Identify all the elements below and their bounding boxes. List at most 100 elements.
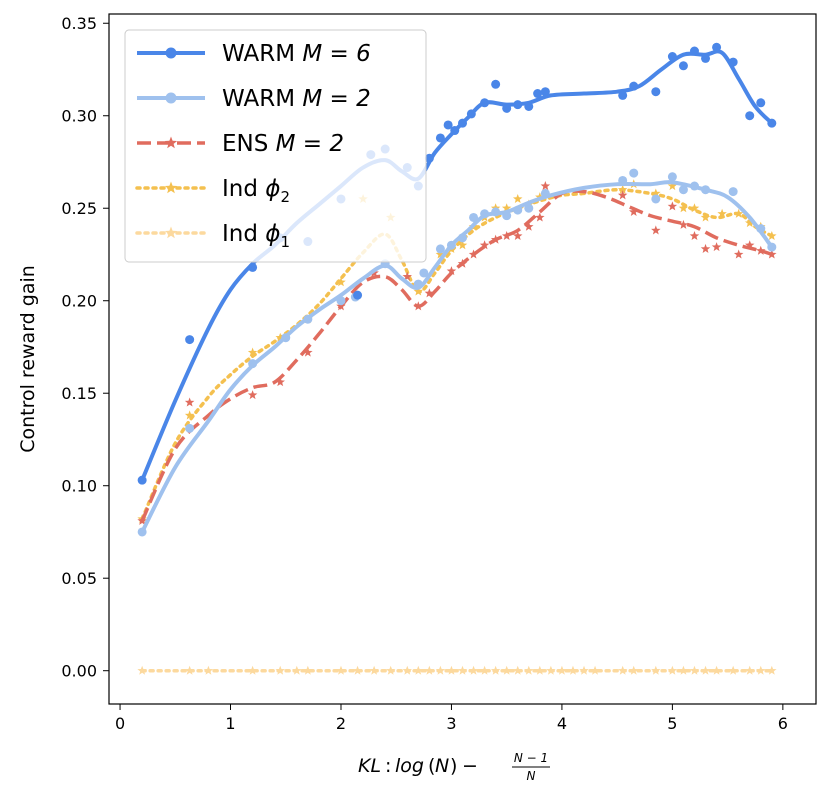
y-axis-label: Control reward gain (17, 265, 39, 453)
data-point (184, 410, 195, 420)
data-point (678, 61, 688, 71)
y-tick-label: 0.25 (61, 199, 97, 218)
data-point (479, 240, 490, 250)
data-point (247, 390, 258, 400)
data-point (717, 208, 727, 218)
data-point (678, 203, 689, 213)
series-ens-m-2 (137, 181, 777, 525)
data-point (700, 243, 711, 253)
data-point (756, 98, 766, 108)
series-ind-1 (137, 665, 777, 675)
data-point (443, 120, 453, 130)
x-tick-label: 1 (225, 714, 235, 733)
data-point (469, 212, 479, 222)
plot-frame (108, 13, 817, 705)
series-line-warm-m-2 (140, 180, 774, 533)
x-tick-label: 6 (778, 714, 788, 733)
data-point (651, 225, 661, 235)
y-tick-label: 0.30 (61, 107, 97, 126)
legend-marker (165, 92, 177, 104)
x-tick-label: 3 (446, 714, 456, 733)
data-point (524, 221, 534, 231)
y-tick-label: 0.00 (61, 662, 97, 681)
legend-label: WARM M = 2 (222, 86, 371, 112)
data-point (535, 212, 545, 222)
data-point (275, 377, 285, 387)
data-point (745, 111, 755, 121)
legend-item-ind-2: Ind ϕ2 (135, 176, 290, 206)
x-axis-label: KL : log ( N ) − N − 1 N (358, 751, 550, 783)
legend-label: Ind ϕ2 (222, 176, 290, 206)
x-tick-label: 4 (557, 714, 567, 733)
data-point (540, 87, 550, 97)
data-point (353, 290, 363, 300)
x-label-minus: − (462, 755, 478, 777)
data-point (540, 181, 551, 191)
x-label-colon: : (385, 755, 391, 777)
legend-marker (164, 226, 178, 239)
data-point (402, 271, 413, 281)
data-point (689, 203, 700, 213)
x-label-paren-open: ( (428, 755, 435, 777)
legend-marker (164, 136, 178, 149)
legend-item-warm-m-6: WARM M = 6 (137, 41, 371, 67)
data-point (247, 347, 258, 357)
data-point (424, 288, 435, 298)
data-point (185, 335, 195, 345)
data-point (744, 240, 755, 250)
data-point (501, 203, 512, 213)
data-point (728, 187, 738, 197)
data-point (501, 230, 512, 241)
data-point (303, 347, 313, 357)
legend-box (124, 29, 427, 263)
data-point (512, 230, 523, 241)
data-point (446, 665, 457, 675)
x-label-kl: KL (358, 755, 381, 777)
x-label-frac-den: N (527, 769, 536, 783)
data-point (733, 249, 744, 259)
x-label-paren-close: ) (450, 755, 457, 777)
data-point (651, 87, 661, 97)
series-line-ens-m-2 (140, 189, 773, 522)
x-tick-label: 2 (336, 714, 346, 733)
data-point (628, 206, 639, 216)
data-point (512, 193, 523, 204)
x-label-log: log (395, 755, 424, 777)
data-point (756, 245, 766, 255)
series-line-ind-2 (140, 187, 774, 521)
data-point (711, 242, 722, 252)
data-point (491, 79, 501, 89)
legend-label: Ind ϕ1 (222, 221, 290, 251)
legend-item-warm-m-2: WARM M = 2 (137, 86, 371, 112)
data-point (700, 212, 711, 222)
data-point (678, 185, 688, 195)
legend-marker (165, 47, 177, 59)
data-point (667, 201, 678, 211)
data-point (435, 133, 445, 143)
data-point (617, 190, 628, 200)
data-point (689, 230, 700, 241)
legend-item-ens-m-2: ENS M = 2 (137, 131, 344, 157)
y-tick-label: 0.10 (61, 477, 97, 496)
legend-item-ind-1: Ind ϕ1 (135, 221, 290, 251)
data-point (678, 219, 689, 229)
data-point (303, 665, 313, 675)
y-tick-label: 0.15 (61, 384, 97, 403)
x-tick-label: 5 (667, 714, 677, 733)
data-point (457, 240, 468, 250)
data-point (678, 665, 689, 675)
data-point (667, 172, 677, 182)
y-tick-label: 0.20 (61, 292, 97, 311)
legend-label: WARM M = 6 (222, 41, 371, 67)
x-tick-label: 0 (115, 714, 125, 733)
y-tick-label: 0.35 (61, 14, 97, 33)
data-point (185, 423, 195, 433)
data-point (524, 203, 534, 213)
y-tick-label: 0.05 (61, 569, 97, 588)
data-point (767, 665, 777, 675)
legend-marker (164, 181, 178, 194)
data-point (184, 397, 195, 407)
data-point (336, 277, 346, 287)
data-point (629, 168, 639, 178)
